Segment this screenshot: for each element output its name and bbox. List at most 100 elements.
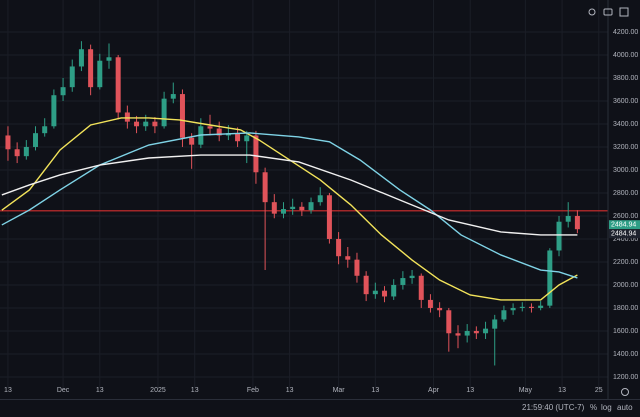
x-tick-label: May	[519, 387, 533, 394]
status-bar: 21:59:40 (UTC-7) % log auto	[522, 403, 633, 412]
candle-body	[60, 87, 66, 96]
last-price-label: 2484.94	[611, 222, 636, 229]
candle-body	[216, 128, 222, 136]
price-label: 2484.94	[611, 231, 636, 238]
candle-body	[528, 306, 534, 308]
y-tick-label: 4000.00	[613, 52, 638, 59]
x-tick-label: 13	[191, 387, 199, 394]
moving-average	[1, 154, 578, 236]
x-tick-label: 13	[286, 387, 294, 394]
candle-body	[262, 172, 268, 203]
candle-body	[308, 202, 314, 211]
candle-body	[446, 310, 452, 334]
y-tick-label: 1400.00	[613, 351, 638, 358]
x-tick-label: 25	[595, 387, 603, 394]
candle-body	[290, 206, 296, 210]
moving-average	[1, 132, 578, 279]
camera-icon[interactable]	[603, 8, 613, 16]
candle-body	[179, 94, 185, 138]
candle-body	[42, 126, 48, 134]
candle-body	[299, 206, 305, 211]
candle-body	[253, 135, 259, 173]
y-tick-label: 3600.00	[613, 98, 638, 105]
y-tick-label: 2400.00	[613, 236, 638, 243]
candle-body	[115, 57, 121, 113]
x-tick-label: Mar	[333, 387, 346, 394]
candle-body	[134, 121, 140, 127]
candle-body	[363, 275, 369, 295]
candle-body	[336, 238, 342, 257]
candle-body	[271, 202, 277, 214]
price-box	[609, 229, 640, 239]
candle-body	[473, 330, 479, 334]
candle-body	[317, 195, 323, 203]
candle-body	[207, 126, 213, 129]
candle-body	[372, 290, 378, 295]
y-tick-label: 2200.00	[613, 259, 638, 266]
candle-body	[565, 215, 571, 222]
candle-body	[78, 49, 84, 67]
y-tick-label: 1800.00	[613, 305, 638, 312]
x-tick-label: 13	[558, 387, 566, 394]
candle-body	[170, 94, 176, 99]
candle-body	[23, 146, 29, 157]
axis-settings-icon[interactable]	[621, 388, 629, 396]
candle-body	[161, 98, 167, 127]
candle-body	[106, 57, 112, 61]
candle-body	[400, 278, 406, 285]
candle-body	[143, 121, 149, 127]
candle-body	[391, 284, 397, 297]
x-tick-label: 13	[96, 387, 104, 394]
candle-body	[538, 305, 544, 308]
percent-toggle[interactable]: %	[590, 403, 597, 412]
clock: 21:59:40 (UTC-7)	[522, 403, 585, 412]
last-price-box	[609, 220, 640, 230]
candle-body	[382, 290, 388, 297]
candle-body	[574, 215, 580, 230]
y-tick-label: 4200.00	[613, 29, 638, 36]
auto-toggle[interactable]: auto	[617, 403, 633, 412]
x-tick-label: Feb	[247, 387, 259, 394]
settings-icon[interactable]	[588, 8, 596, 16]
toolbar[interactable]	[588, 7, 629, 17]
plot-area	[0, 0, 608, 388]
candle-body	[354, 259, 360, 276]
candle-body	[427, 299, 433, 308]
x-tick-label: 13	[371, 387, 379, 394]
fullscreen-icon[interactable]	[619, 7, 629, 17]
candle-body	[189, 137, 195, 145]
y-tick-label: 1600.00	[613, 328, 638, 335]
candle-body	[14, 149, 20, 157]
y-tick-label: 1200.00	[613, 374, 638, 381]
candle-body	[556, 221, 562, 251]
candle-body	[437, 307, 443, 311]
y-tick-label: 3400.00	[613, 121, 638, 128]
log-toggle[interactable]: log	[601, 403, 612, 412]
candle-body	[235, 133, 241, 142]
candle-body	[5, 135, 11, 150]
candle-body	[483, 328, 489, 334]
y-tick-label: 2000.00	[613, 282, 638, 289]
candle-body	[33, 133, 39, 147]
candle-body	[492, 319, 498, 329]
candle-body	[88, 49, 94, 88]
candle-body	[152, 121, 158, 127]
y-tick-label: 2600.00	[613, 213, 638, 220]
x-tick-label: 13	[4, 387, 12, 394]
candle-body	[547, 250, 553, 306]
x-tick-label: 13	[466, 387, 474, 394]
y-tick-label: 3000.00	[613, 167, 638, 174]
candle-body	[345, 256, 351, 260]
candle-body	[501, 310, 507, 320]
candle-body	[280, 209, 286, 214]
candle-body	[97, 60, 103, 88]
candle-body	[418, 275, 424, 300]
candle-body	[51, 95, 57, 127]
candle-body	[69, 66, 75, 88]
candle-body	[455, 333, 461, 336]
candle-body	[510, 307, 516, 311]
x-tick-label: Apr	[428, 387, 440, 394]
candle-body	[244, 135, 250, 142]
